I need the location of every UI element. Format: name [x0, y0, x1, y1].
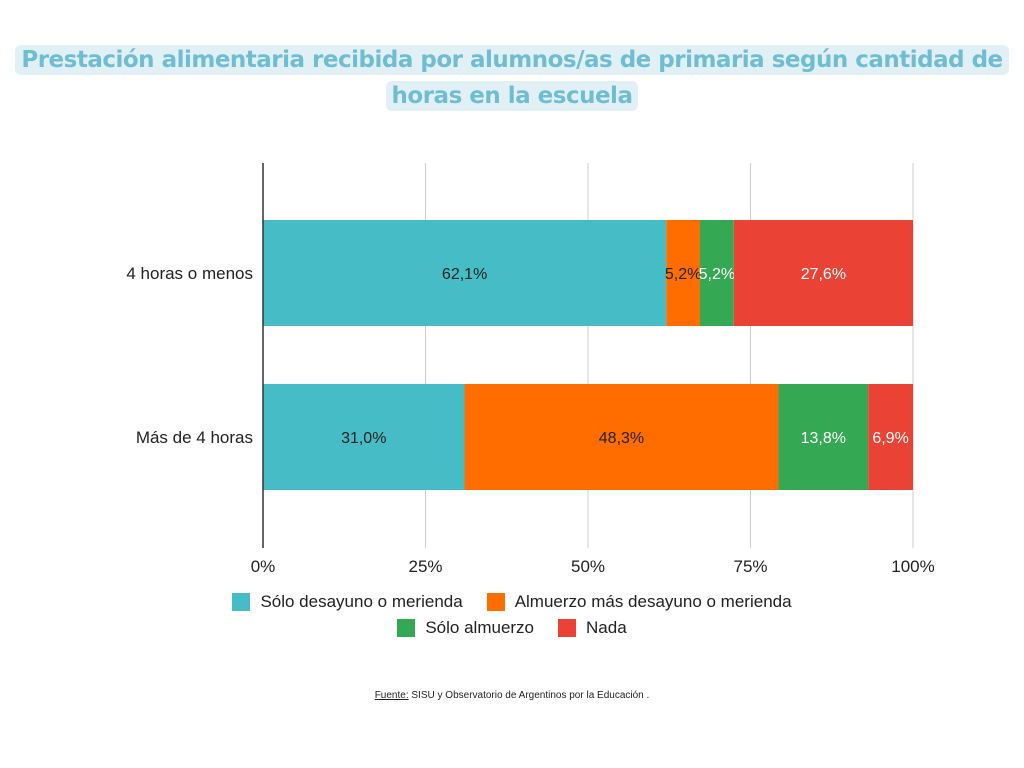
- x-tick-label: 75%: [733, 557, 767, 576]
- legend-label: Sólo almuerzo: [425, 618, 535, 637]
- legend-label: Sólo desayuno o merienda: [260, 592, 463, 611]
- legend-row-2: Sólo almuerzo Nada: [0, 618, 1024, 642]
- chart-title: Prestación alimentaria recibida por alum…: [0, 42, 1024, 114]
- bar-segment: [778, 384, 869, 490]
- data-label: 13,8%: [801, 430, 846, 447]
- source-label: Fuente:: [374, 690, 409, 701]
- legend-item: Sólo almuerzo: [397, 618, 534, 638]
- legend-row-1: Sólo desayuno o merienda Almuerzo más des…: [0, 592, 1024, 616]
- bar-segment: [464, 384, 779, 490]
- legend-item: Nada: [558, 618, 627, 638]
- source-text: SISU y Observatorio de Argentinos por la…: [411, 690, 650, 701]
- data-label: 5,2%: [665, 266, 701, 283]
- data-label: 48,3%: [599, 430, 644, 447]
- y-category-label: Más de 4 horas: [136, 428, 253, 447]
- x-tick-label: 25%: [408, 557, 442, 576]
- legend-label: Almuerzo más desayuno o merienda: [514, 592, 792, 611]
- legend-item: Sólo desayuno o merienda: [232, 592, 463, 612]
- legend-label: Nada: [586, 618, 627, 637]
- y-category-label: 4 horas o menos: [126, 264, 253, 283]
- source-note: Fuente: SISU y Observatorio de Argentino…: [0, 690, 1024, 701]
- legend-swatch: [397, 619, 416, 637]
- legend-item: Almuerzo más desayuno o merienda: [486, 592, 792, 612]
- x-tick-label: 100%: [891, 557, 934, 576]
- bar-segment: [263, 384, 465, 490]
- legend-swatch: [558, 619, 577, 637]
- data-label: 6,9%: [872, 430, 908, 447]
- bar-segment: [666, 220, 701, 326]
- legend-swatch: [232, 593, 251, 611]
- x-tick-label: 0%: [251, 557, 276, 576]
- bar-segment: [700, 220, 734, 326]
- data-label: 5,2%: [699, 266, 735, 283]
- data-label: 31,0%: [341, 430, 386, 447]
- bar-segment: [868, 384, 913, 490]
- data-label: 62,1%: [442, 266, 487, 283]
- bar-segment: [733, 220, 913, 326]
- data-label: 27,6%: [801, 266, 846, 283]
- x-tick-label: 50%: [571, 557, 605, 576]
- bar-segment: [263, 220, 667, 326]
- legend-swatch: [486, 593, 505, 611]
